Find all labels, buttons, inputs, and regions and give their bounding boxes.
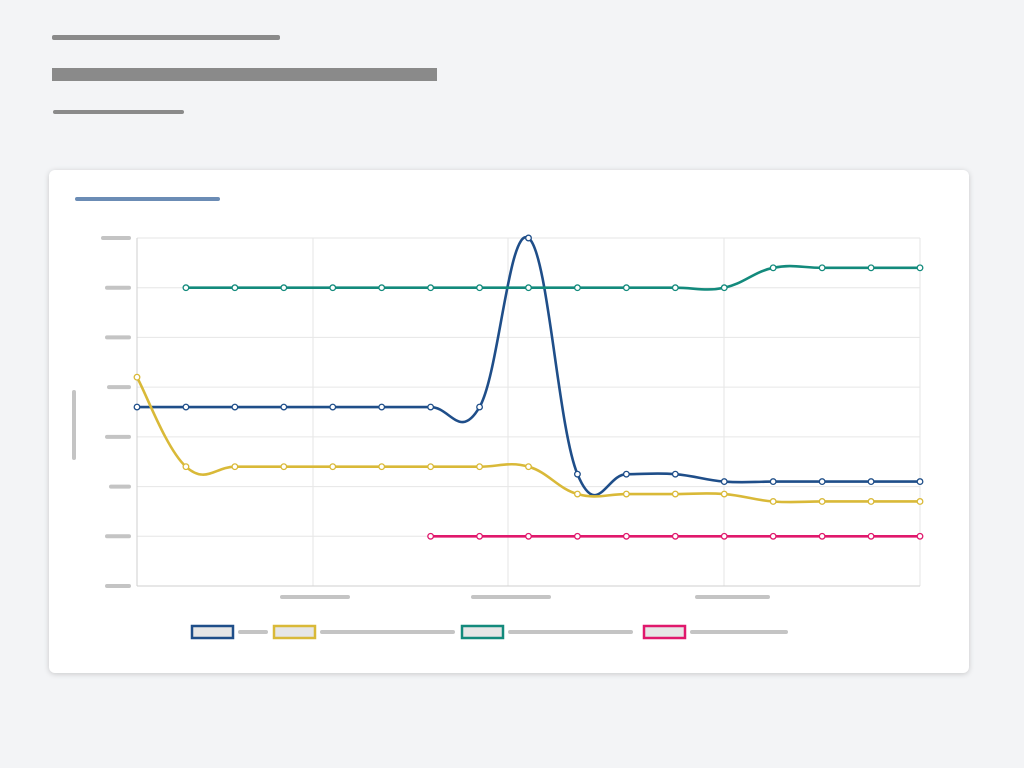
series-3-point <box>476 284 484 292</box>
series-2-point <box>818 498 826 505</box>
series-2-point <box>182 463 190 471</box>
page-title <box>52 68 437 81</box>
series-1-point <box>378 403 386 411</box>
series-1-point <box>867 478 875 486</box>
series-3-point <box>329 284 337 292</box>
series-1-point <box>720 478 728 486</box>
series-1-point <box>329 403 337 411</box>
series-3-point <box>720 284 728 292</box>
y-tick-placeholder <box>105 584 131 588</box>
series-3-point <box>573 284 581 292</box>
x-tick-placeholder <box>471 595 551 599</box>
series-1-point <box>916 478 924 486</box>
chart-card <box>49 170 969 673</box>
series-2-point <box>573 490 581 498</box>
legend-label-placeholder-1 <box>238 630 268 634</box>
series-3-point <box>671 284 679 292</box>
legend-label-placeholder-3 <box>508 630 633 634</box>
series-4-point <box>720 532 728 540</box>
series-2-point <box>867 498 875 505</box>
series-2-point <box>476 463 484 471</box>
series-4-point <box>573 532 581 540</box>
series-3-point <box>769 264 777 272</box>
series-2-point <box>280 463 288 471</box>
line-chart <box>72 234 924 640</box>
legend-swatch-1 <box>190 624 235 640</box>
legend-label-placeholder-2 <box>320 630 455 634</box>
series-3-point <box>280 284 288 292</box>
series-3-point <box>622 284 630 292</box>
series-1-point <box>133 403 141 411</box>
series-1-point <box>231 403 239 411</box>
series-3-point <box>867 264 875 272</box>
series-1-point <box>818 478 826 486</box>
series-1-point <box>476 403 484 411</box>
series-1-point <box>280 403 288 411</box>
y-axis-label-placeholder <box>72 390 76 460</box>
x-tick-placeholder <box>695 595 770 599</box>
series-3-point <box>231 284 239 292</box>
series-1-point <box>622 470 630 478</box>
y-tick-placeholder <box>109 484 131 489</box>
series-4-point <box>867 532 875 540</box>
series-3-point <box>818 264 826 272</box>
series-4-point <box>769 532 777 540</box>
series-2-point <box>769 498 777 505</box>
series-2-point <box>378 463 386 471</box>
series-3-point <box>525 284 532 292</box>
series-1-point <box>182 403 190 411</box>
series-4-point <box>916 532 924 540</box>
series-line-1 <box>135 236 922 497</box>
y-tick-placeholder <box>105 434 131 439</box>
y-tick-placeholder <box>105 285 131 290</box>
y-tick-placeholder <box>101 236 131 240</box>
page-subtitle <box>53 110 184 114</box>
series-3-point <box>427 284 435 292</box>
series-1-point <box>427 403 435 411</box>
series-2-point <box>916 498 924 505</box>
series-4-point <box>818 532 826 540</box>
legend-swatch-3 <box>460 624 505 640</box>
series-2-point <box>622 490 630 498</box>
legend-swatch-4 <box>642 624 687 640</box>
series-line-3 <box>184 264 922 291</box>
legend-swatch-2 <box>272 624 317 640</box>
series-2-point <box>671 490 679 498</box>
series-2-point <box>231 463 239 471</box>
series-4-point <box>427 532 435 540</box>
series-3-point <box>378 284 386 292</box>
series-1-point <box>769 478 777 486</box>
legend-label-placeholder-4 <box>690 630 788 634</box>
series-4-point <box>525 532 532 540</box>
series-1-point <box>525 234 532 242</box>
series-2-point <box>525 463 532 471</box>
x-tick-placeholder <box>280 595 350 599</box>
series-1-point <box>573 470 581 478</box>
header-overline <box>52 35 280 40</box>
series-2-point <box>329 463 337 471</box>
y-tick-placeholder <box>105 335 131 340</box>
series-4-point <box>476 532 484 540</box>
card-title <box>75 197 220 201</box>
series-1-point <box>671 470 679 478</box>
series-3-point <box>182 284 190 292</box>
series-3-point <box>916 264 924 272</box>
series-4-point <box>671 532 679 540</box>
series-2-point <box>427 463 435 471</box>
series-4-point <box>622 532 630 540</box>
series-2-point <box>720 490 728 498</box>
series-2-point <box>133 373 141 381</box>
series-line-2 <box>135 375 922 504</box>
y-tick-placeholder <box>107 385 131 390</box>
y-tick-placeholder <box>105 534 131 539</box>
